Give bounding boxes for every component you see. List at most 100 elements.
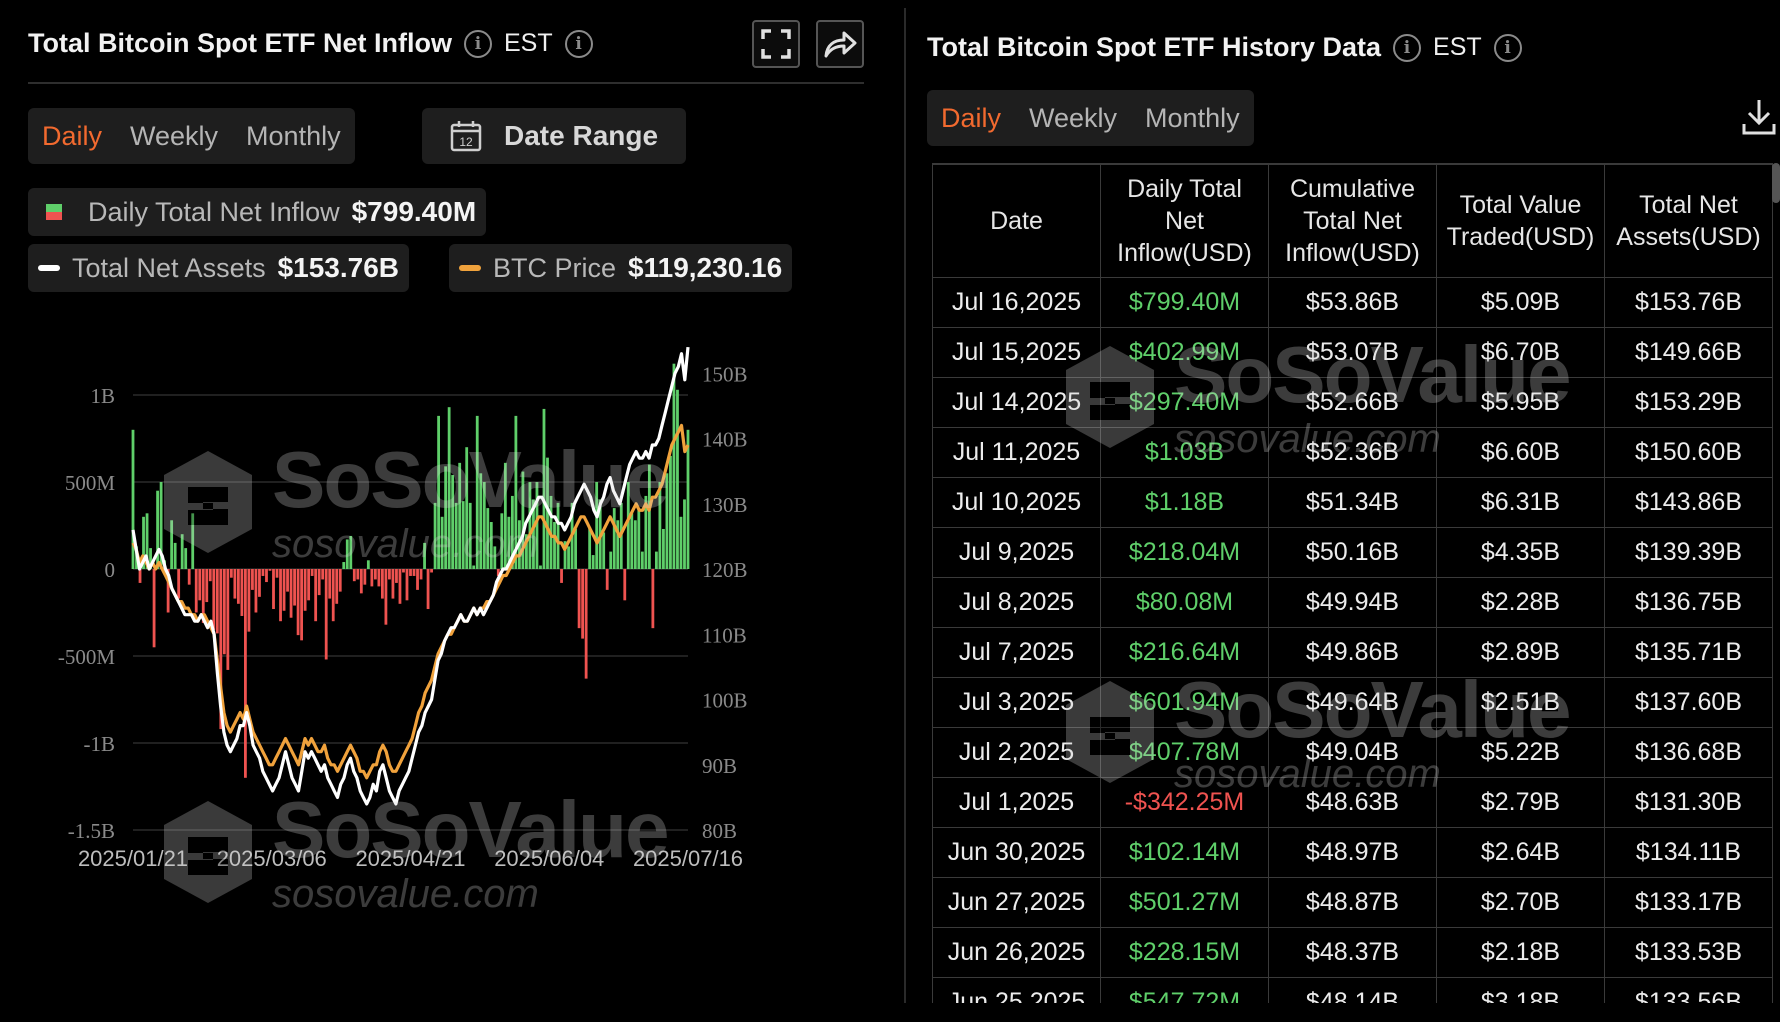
inflow-bar <box>563 541 567 569</box>
cell-date: Jun 27,2025 <box>932 876 1101 928</box>
cell-date: Jul 15,2025 <box>932 326 1101 378</box>
cell-net-assets: $133.56B <box>1604 976 1773 1003</box>
inflow-bar <box>461 501 465 569</box>
inflow-bar <box>640 551 644 569</box>
inflow-bar <box>626 482 630 569</box>
inflow-bar <box>468 502 472 569</box>
y-right-tick-label: 140B <box>702 428 748 452</box>
table-row: Jun 27,2025 $501.27M $48.87B $2.70B $133.17B <box>932 876 1773 928</box>
right-tab-monthly[interactable]: Monthly <box>1145 102 1240 133</box>
inflow-bar <box>458 462 462 569</box>
cell-value-traded: $5.95B <box>1436 376 1605 428</box>
inflow-bar <box>282 569 286 611</box>
inflow-bar <box>303 569 307 611</box>
info-icon[interactable]: i <box>1393 33 1422 62</box>
inflow-chart[interactable]: 1.5B1B500M0-500M-1B-1.5B160B150B140B130B… <box>0 330 905 1010</box>
inflow-bar <box>177 569 181 599</box>
inflow-bar <box>482 482 486 569</box>
inflow-bar <box>222 569 226 655</box>
timezone-info-icon[interactable]: i <box>1493 33 1522 62</box>
y-left-tick-label: -500M <box>58 645 115 669</box>
expand-button[interactable] <box>752 20 800 68</box>
inflow-chart-panel: Total Bitcoin Spot ETF Net Inflow i EST … <box>0 20 905 1010</box>
y-right-tick-label: 150B <box>702 362 748 386</box>
inflow-bar <box>380 569 384 599</box>
inflow-bar <box>609 551 613 569</box>
right-panel-title: Total Bitcoin Spot ETF History Data <box>927 32 1382 62</box>
table-scrollbar[interactable] <box>1772 163 1780 203</box>
history-table-container[interactable]: Date Daily Total Net Inflow(USD) Cumulat… <box>932 163 1777 1003</box>
panel-divider <box>904 8 906 1003</box>
inflow-bar <box>479 473 483 569</box>
inflow-bar <box>240 569 244 616</box>
left-period-tabs: Daily Weekly Monthly <box>28 108 355 164</box>
inflow-bar <box>152 569 156 648</box>
inflow-bar <box>321 569 325 580</box>
inflow-bar <box>475 415 479 569</box>
cell-daily-inflow: $216.64M <box>1100 626 1269 678</box>
inflow-bar <box>532 499 535 569</box>
right-tab-daily[interactable]: Daily <box>941 102 1002 133</box>
left-tab-weekly[interactable]: Weekly <box>130 120 219 151</box>
inflow-swatch <box>46 204 62 220</box>
cell-daily-inflow: $102.14M <box>1100 826 1269 878</box>
inflow-bar <box>187 569 191 585</box>
table-header-row: Date Daily Total Net Inflow(USD) Cumulat… <box>932 163 1773 278</box>
inflow-bar <box>542 408 546 569</box>
cell-value-traded: $2.18B <box>1436 926 1605 978</box>
inflow-bar <box>560 569 563 583</box>
y-right-tick-label: 80B <box>702 819 737 843</box>
inflow-bar <box>440 516 444 569</box>
inflow-bar <box>345 539 349 569</box>
inflow-bar <box>370 569 374 587</box>
inflow-bar <box>602 532 606 569</box>
assets-swatch <box>38 265 60 271</box>
inflow-bar <box>437 415 441 569</box>
inflow-bar <box>268 569 272 571</box>
left-tab-daily[interactable]: Daily <box>42 120 103 151</box>
inflow-bar <box>205 569 209 603</box>
timezone-info-icon[interactable]: i <box>564 29 593 58</box>
inflow-bar <box>430 569 433 573</box>
cell-daily-inflow: $407.78M <box>1100 726 1269 778</box>
download-button[interactable] <box>1742 98 1776 141</box>
cell-daily-inflow: -$342.25M <box>1100 776 1269 828</box>
inflow-bar <box>251 569 254 590</box>
x-tick-label: 2025/06/04 <box>494 846 604 871</box>
cell-net-assets: $136.75B <box>1604 576 1773 628</box>
inflow-bar <box>412 569 416 576</box>
cell-date: Jul 16,2025 <box>932 276 1101 328</box>
cell-cumulative-inflow: $49.94B <box>1268 576 1437 628</box>
share-button[interactable] <box>816 20 864 68</box>
inflow-bar <box>525 534 528 569</box>
table-row: Jul 9,2025 $218.04M $50.16B $4.35B $139.39B <box>932 526 1773 578</box>
cell-daily-inflow: $297.40M <box>1100 376 1269 428</box>
inflow-bar <box>574 528 577 569</box>
left-tab-monthly[interactable]: Monthly <box>246 120 341 151</box>
y-left-tick-label: -1.5B <box>68 819 115 843</box>
cell-cumulative-inflow: $48.97B <box>1268 826 1437 878</box>
date-range-button[interactable]: 12 Date Range <box>422 108 687 164</box>
cell-date: Jul 2,2025 <box>932 726 1101 778</box>
inflow-bar <box>398 569 402 604</box>
y-right-tick-label: 90B <box>702 754 737 778</box>
right-tab-weekly[interactable]: Weekly <box>1029 102 1118 133</box>
info-icon[interactable]: i <box>463 29 492 58</box>
inflow-bar <box>493 546 497 569</box>
inflow-bar <box>149 548 152 569</box>
inflow-bar <box>647 464 651 569</box>
inflow-bar <box>510 495 514 569</box>
inflow-bar <box>402 569 405 573</box>
col-header-net-assets: Total Net Assets(USD) <box>1604 163 1773 278</box>
cell-net-assets: $153.76B <box>1604 276 1773 328</box>
cell-cumulative-inflow: $48.63B <box>1268 776 1437 828</box>
inflow-bar <box>651 569 655 629</box>
inflow-bar <box>686 429 690 569</box>
cell-cumulative-inflow: $50.16B <box>1268 526 1437 578</box>
inflow-bar <box>293 569 296 606</box>
inflow-bar <box>433 502 437 569</box>
inflow-bar <box>191 513 195 569</box>
inflow-bar <box>272 569 275 610</box>
cell-net-assets: $135.71B <box>1604 626 1773 678</box>
cell-cumulative-inflow: $49.64B <box>1268 676 1437 728</box>
